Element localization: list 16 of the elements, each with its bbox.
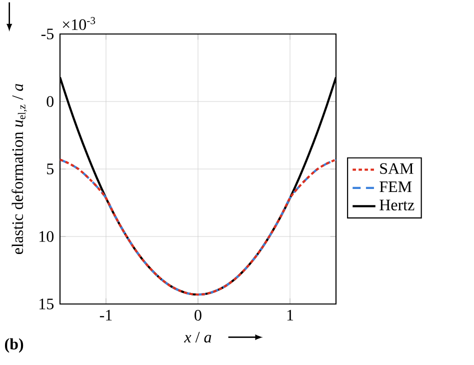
y-tick-label: 15 (40, 298, 54, 310)
line-series (60, 158, 336, 296)
legend-label: Hertz (380, 200, 414, 210)
y-tick-label: 10 (40, 231, 54, 242)
legend-label: SAM (380, 163, 414, 174)
x-tick-label: 1 (287, 310, 294, 320)
x-axis-title: x / a (184, 332, 212, 343)
y-axis-title: elastic deformation u$_{el,z}$ / a (12, 84, 27, 254)
x-tick-label: 0 (194, 310, 202, 321)
y-tick-label: 5 (47, 164, 54, 174)
text: ×10$^{-3}$ (62, 17, 96, 30)
x-tick-label: -1 (100, 310, 112, 320)
text: (b) (4, 338, 24, 353)
y-tick-label: 0 (46, 96, 54, 107)
legend-label: FEM (380, 182, 412, 192)
y-tick-label: -5 (41, 28, 54, 40)
